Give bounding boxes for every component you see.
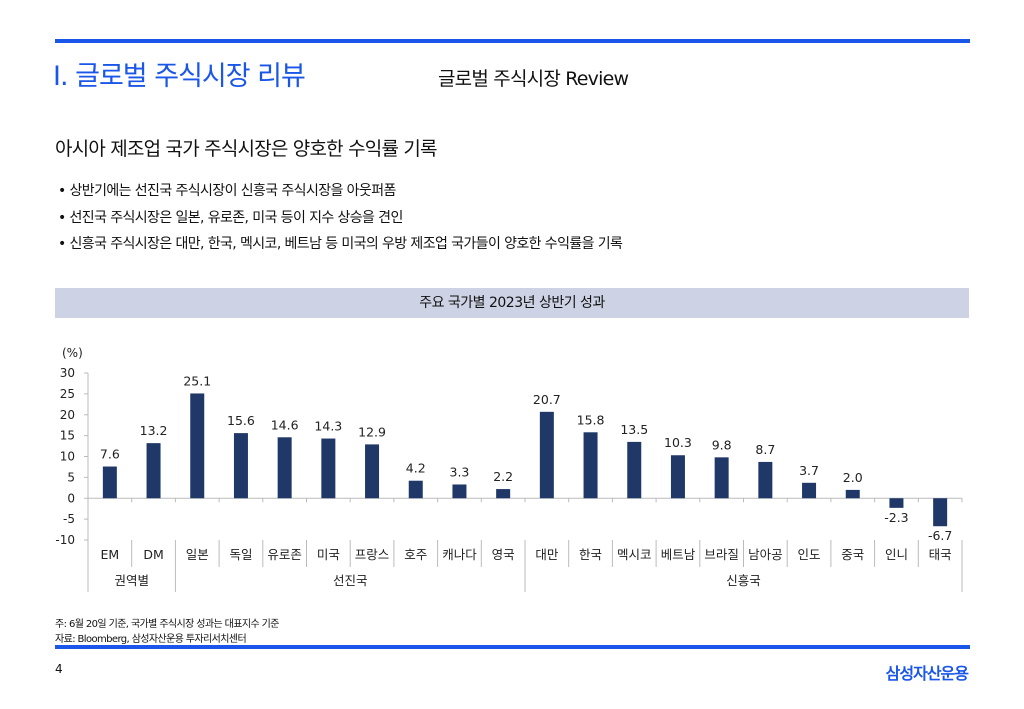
data-label: 9.8: [712, 437, 732, 452]
bar: [408, 480, 423, 499]
y-tick-label: 15: [60, 429, 75, 443]
bottom-rule: [55, 645, 970, 649]
data-label: 8.7: [755, 442, 775, 457]
top-rule: [55, 39, 970, 43]
brand-logo: 삼성자산운용: [885, 664, 969, 683]
bar: [845, 489, 860, 499]
bar: [496, 489, 511, 499]
bar: [758, 461, 773, 499]
data-label: 20.7: [533, 392, 561, 407]
source-note: 자료: Bloomberg, 삼성자산운용 투자리서치센터: [55, 634, 247, 645]
bar: [102, 466, 117, 499]
bar: [583, 432, 598, 499]
bar: [452, 484, 467, 499]
y-axis-unit: (%): [62, 346, 83, 360]
x-category-label: EM: [101, 547, 120, 562]
data-label: 3.7: [799, 463, 819, 478]
y-tick-label: 30: [60, 366, 75, 380]
data-label: 14.3: [314, 419, 342, 434]
bullet-list: 상반기에는 선진국 주식시장이 신흥국 주식시장을 아웃퍼폼 선진국 주식시장은…: [58, 178, 623, 258]
section-subtitle: 글로벌 주식시장 Review: [438, 68, 629, 90]
bar: [190, 393, 205, 499]
data-label: 7.6: [100, 447, 120, 462]
x-category-label: 일본: [186, 547, 209, 562]
group-label: 권역별: [114, 573, 149, 588]
bar: [146, 443, 161, 499]
x-category-label: 독일: [229, 547, 252, 562]
data-label: 2.2: [493, 469, 513, 484]
bar: [627, 441, 642, 499]
y-tick-label: -10: [55, 533, 75, 547]
x-category-label: 중국: [841, 547, 864, 562]
y-tick-label: 10: [60, 450, 75, 464]
data-label: 4.2: [406, 461, 426, 476]
y-tick-label: -5: [63, 512, 75, 526]
x-category-label: 프랑스: [355, 547, 390, 562]
y-tick-label: 0: [67, 491, 75, 505]
x-category-label: 한국: [579, 547, 602, 562]
bar: [670, 455, 685, 499]
group-label: 선진국: [333, 573, 368, 588]
data-label: -2.3: [884, 510, 908, 525]
bullet-item: 상반기에는 선진국 주식시장이 신흥국 주식시장을 아웃퍼폼: [58, 178, 622, 205]
x-category-label: 태국: [929, 547, 952, 562]
data-label: 15.8: [577, 412, 605, 427]
data-label: 13.2: [140, 423, 168, 438]
y-tick-label: 25: [60, 387, 75, 401]
group-label: 신흥국: [726, 573, 761, 588]
bar: [714, 457, 729, 499]
bar: [933, 498, 948, 527]
x-category-label: 호주: [404, 547, 427, 562]
x-category-label: 유로존: [267, 547, 302, 562]
x-category-label: 영국: [492, 547, 515, 562]
y-tick-label: 5: [67, 470, 75, 484]
bar: [539, 411, 554, 499]
x-category-label: 인도: [798, 547, 821, 562]
bar: [321, 438, 336, 499]
x-category-label: 인니: [885, 547, 908, 562]
x-category-label: 브라질: [704, 547, 739, 562]
data-label: 10.3: [664, 435, 692, 450]
x-category-label: 미국: [317, 547, 340, 562]
data-label: 13.5: [620, 422, 648, 437]
headline: 아시아 제조업 국가 주식시장은 양호한 수익률 기록: [55, 138, 438, 160]
bar: [889, 498, 904, 508]
chart-title: 주요 국가별 2023년 상반기 성과: [55, 288, 969, 318]
x-category-label: 베트남: [661, 547, 696, 562]
bullet-item: 선진국 주식시장은 일본, 유로존, 미국 등이 지수 상승을 견인: [58, 205, 622, 232]
x-category-label: DM: [143, 547, 163, 562]
bar: [233, 433, 248, 499]
x-category-label: 남아공: [748, 547, 783, 562]
bullet-item: 신흥국 주식시장은 대만, 한국, 멕시코, 베트남 등 미국의 우방 제조업 …: [58, 231, 623, 258]
bar: [365, 444, 380, 499]
data-label: 15.6: [227, 413, 255, 428]
data-label: -6.7: [928, 528, 952, 543]
y-tick-label: 20: [60, 408, 75, 422]
bar: [802, 482, 817, 499]
bar: [277, 437, 292, 499]
data-label: 2.0: [843, 470, 863, 485]
data-label: 25.1: [183, 373, 211, 388]
data-label: 3.3: [450, 464, 470, 479]
x-category-label: 멕시코: [617, 547, 652, 562]
x-category-label: 캐나다: [442, 547, 477, 562]
data-label: 14.6: [271, 417, 299, 432]
footnote: 주: 6월 20일 기준, 국가별 주식시장 성과는 대표지수 기준: [55, 619, 279, 630]
x-category-label: 대만: [535, 547, 559, 562]
section-title: I. 글로벌 주식시장 리뷰: [53, 61, 306, 92]
page-number: 4: [55, 662, 63, 676]
data-label: 12.9: [358, 424, 386, 439]
